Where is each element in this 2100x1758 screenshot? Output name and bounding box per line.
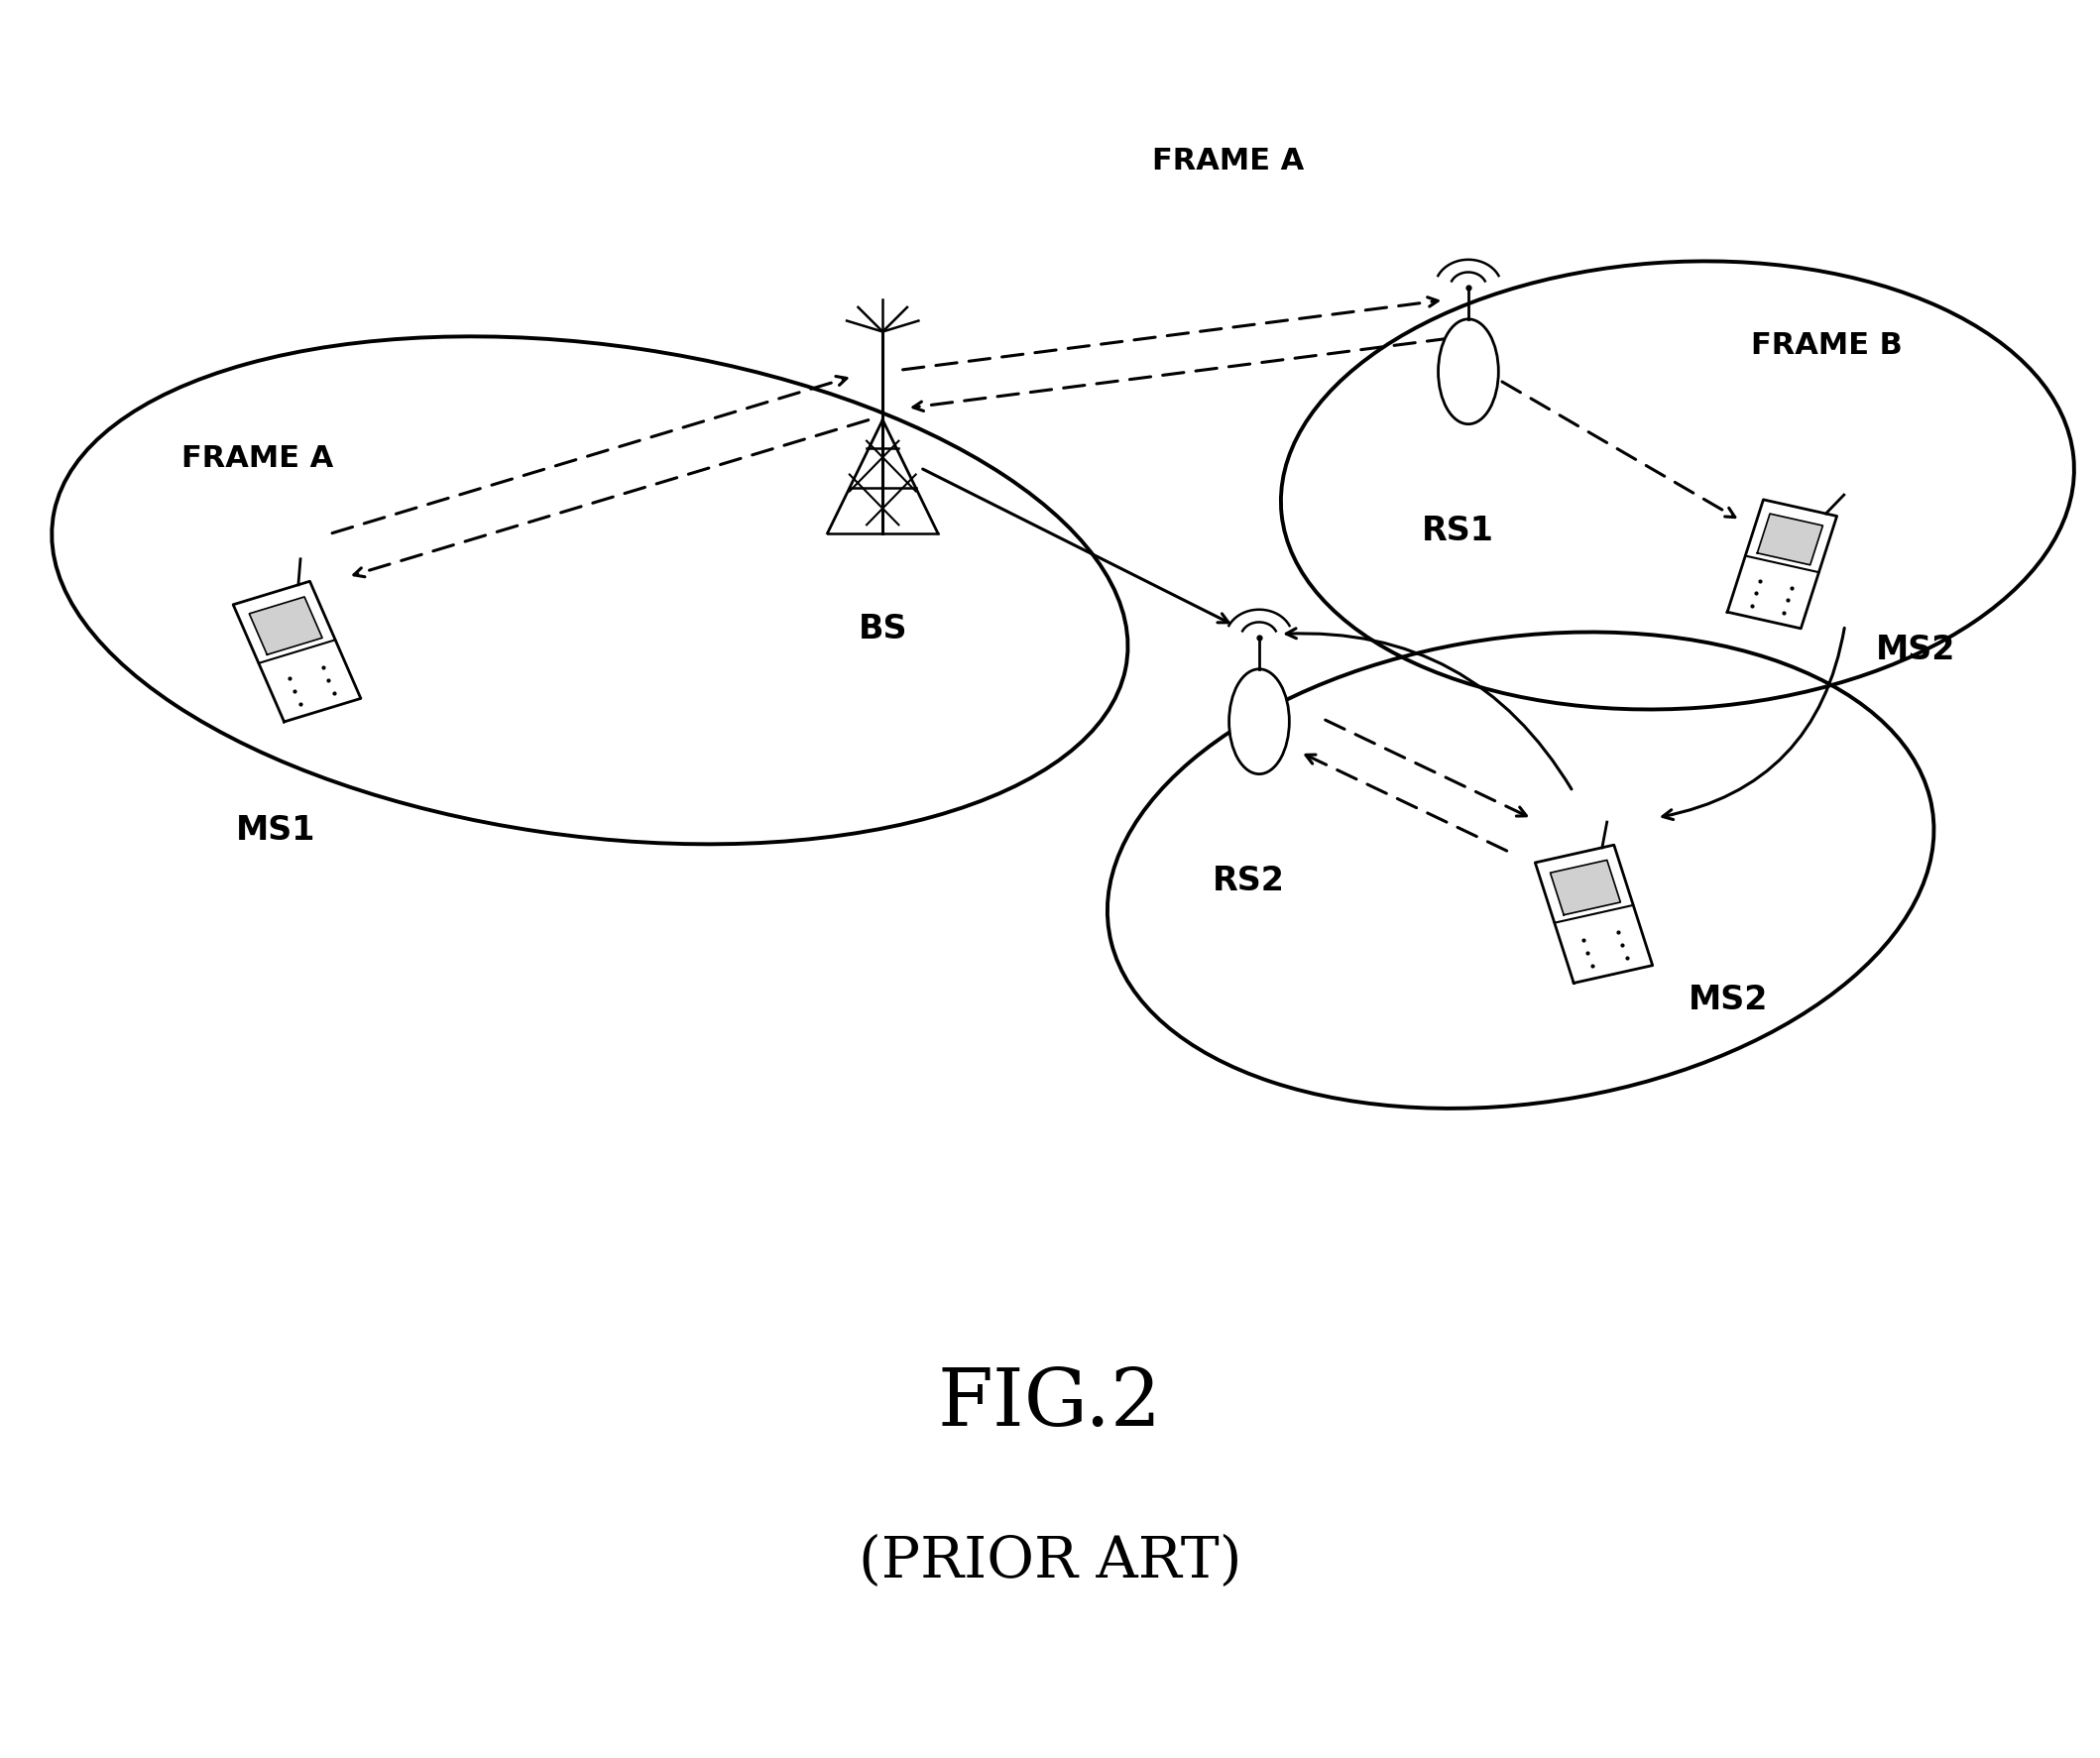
Polygon shape: [1550, 860, 1621, 914]
Ellipse shape: [1228, 670, 1289, 774]
Text: MS2: MS2: [1875, 635, 1955, 666]
Text: (PRIOR ART): (PRIOR ART): [859, 1533, 1241, 1589]
Ellipse shape: [1438, 320, 1499, 424]
Text: MS2: MS2: [1688, 984, 1768, 1016]
Polygon shape: [233, 582, 361, 723]
Text: RS2: RS2: [1212, 865, 1285, 898]
Polygon shape: [1758, 513, 1823, 564]
Text: RS1: RS1: [1422, 515, 1493, 548]
Text: FRAME A: FRAME A: [183, 445, 334, 473]
Text: MS1: MS1: [235, 814, 315, 847]
Text: FRAME A: FRAME A: [1151, 148, 1304, 176]
Text: BS: BS: [859, 614, 907, 645]
Polygon shape: [250, 598, 321, 654]
Polygon shape: [1728, 499, 1838, 629]
Text: FRAME B: FRAME B: [1751, 331, 1903, 360]
Text: FIG.2: FIG.2: [939, 1366, 1161, 1443]
Polygon shape: [1535, 846, 1653, 983]
